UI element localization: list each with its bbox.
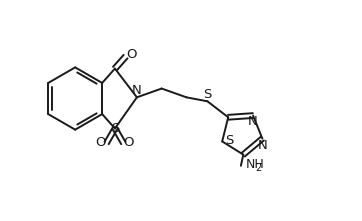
Text: N: N (248, 115, 258, 128)
Text: O: O (124, 137, 134, 149)
Text: N: N (257, 139, 267, 152)
Text: O: O (126, 48, 136, 61)
Text: O: O (96, 137, 106, 149)
Text: S: S (203, 88, 212, 101)
Text: N: N (132, 84, 142, 97)
Text: NH: NH (246, 158, 264, 171)
Text: 2: 2 (256, 163, 262, 173)
Text: S: S (225, 134, 233, 147)
Text: S: S (111, 122, 119, 135)
